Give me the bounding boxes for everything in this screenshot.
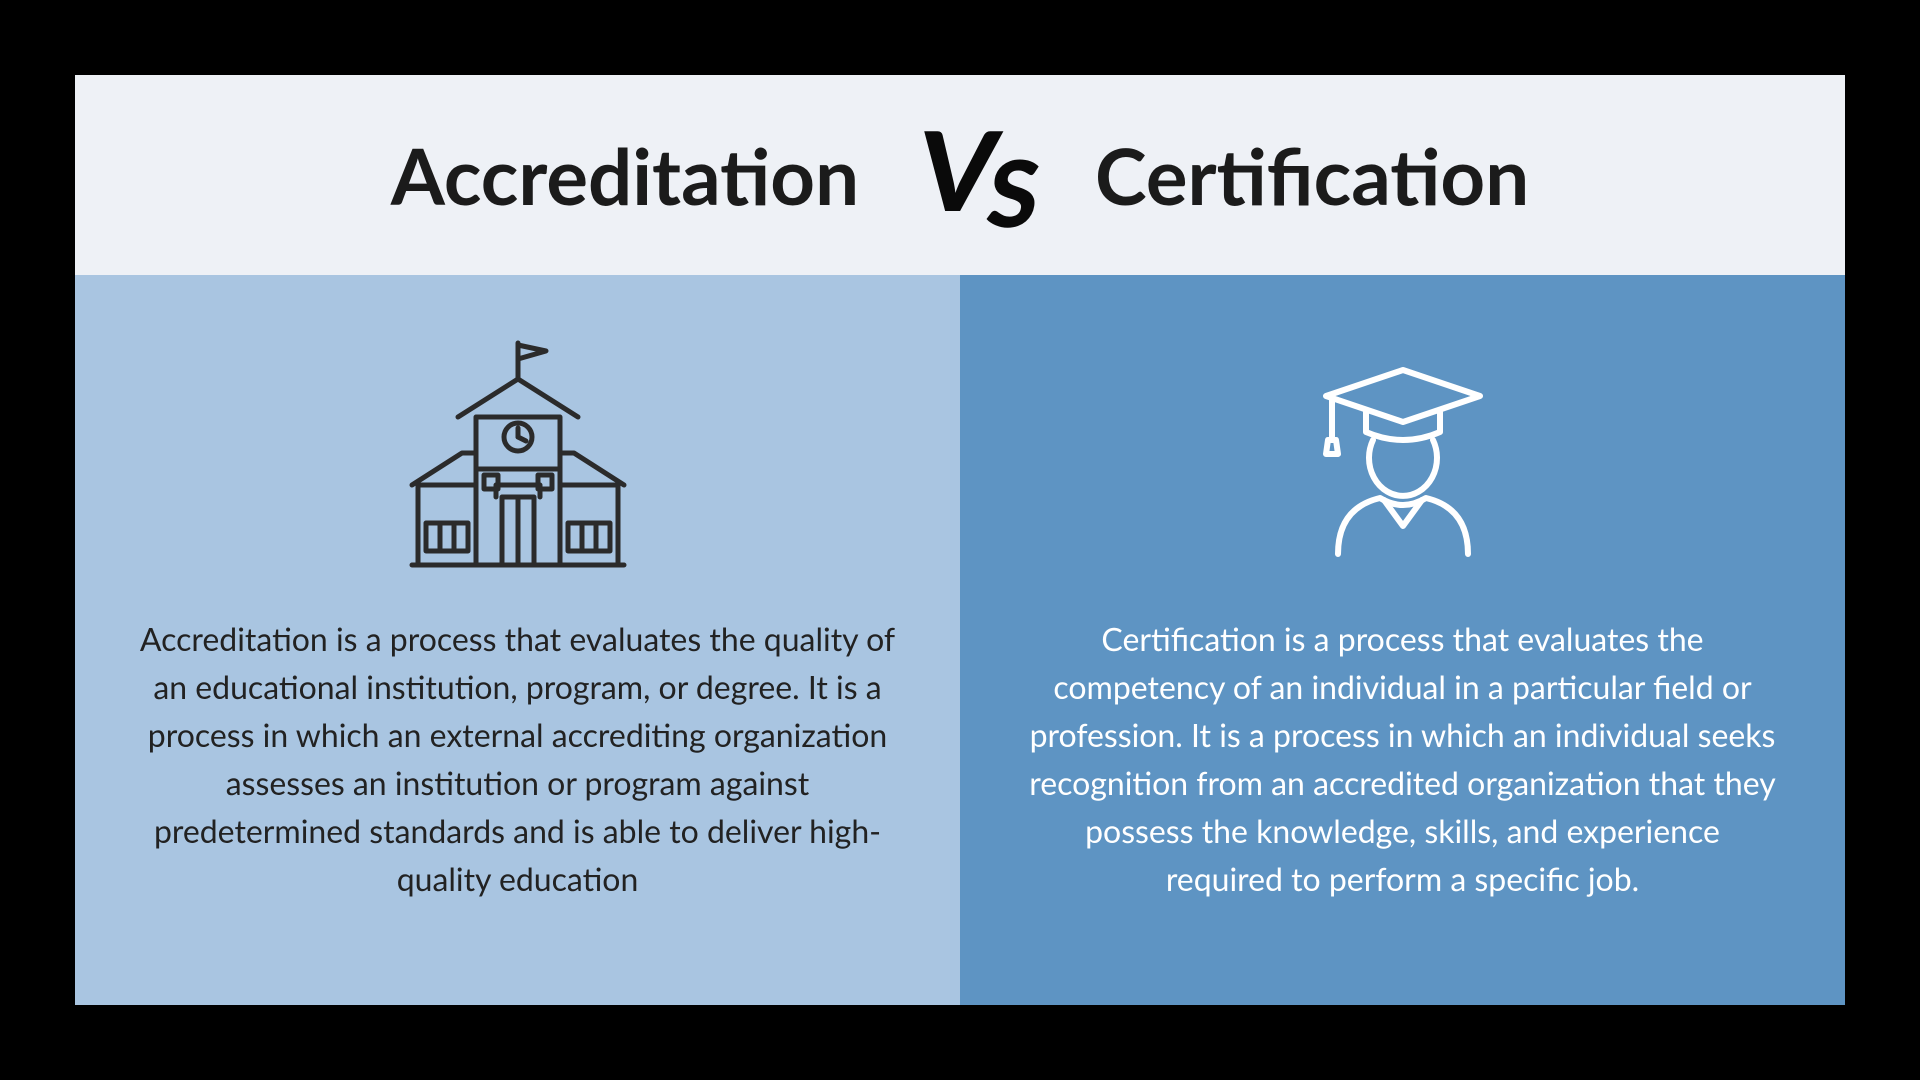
left-title: Accreditation <box>391 128 859 222</box>
panel-certification: Certification is a process that evaluate… <box>960 275 1845 1005</box>
comparison-card: Accreditation VS Certification <box>75 75 1845 1005</box>
certification-description: Certification is a process that evaluate… <box>1023 615 1783 903</box>
panel-accreditation: Accreditation is a process that evaluate… <box>75 275 960 1005</box>
header-bar: Accreditation VS Certification <box>75 75 1845 275</box>
right-title: Certification <box>1095 128 1529 222</box>
school-building-icon <box>388 325 648 585</box>
vs-label: VS <box>919 120 1035 230</box>
accreditation-description: Accreditation is a process that evaluate… <box>138 615 898 903</box>
panels-row: Accreditation is a process that evaluate… <box>75 275 1845 1005</box>
graduate-person-icon <box>1288 325 1518 585</box>
